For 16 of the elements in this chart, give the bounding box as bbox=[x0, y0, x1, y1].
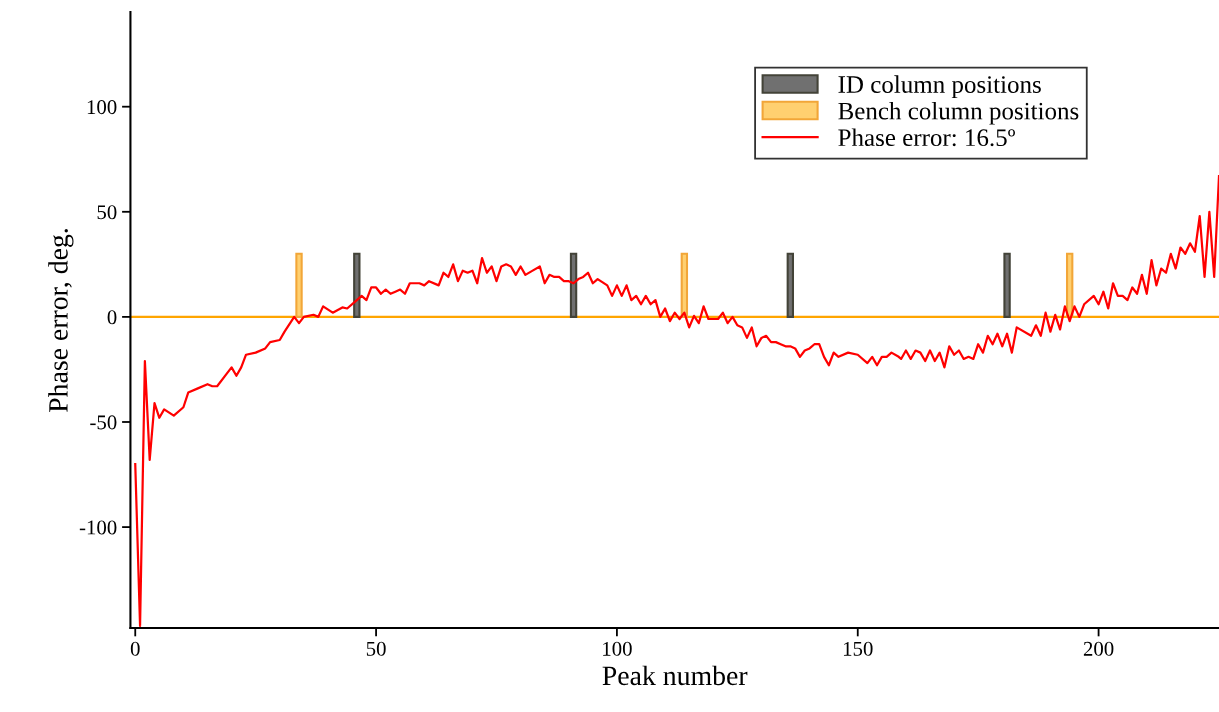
y-tick-label: 100 bbox=[87, 100, 117, 115]
line-series bbox=[134, 174, 1219, 627]
y-tick-label: 50 bbox=[97, 205, 117, 220]
y-tick-label: -100 bbox=[79, 520, 117, 535]
legend-label: Phase error: 16.5º bbox=[838, 128, 1015, 147]
x-tick-label: 100 bbox=[603, 641, 632, 656]
y-tick-label: -50 bbox=[90, 415, 117, 430]
x-tick-label: 0 bbox=[130, 641, 140, 656]
y-tick-label: 0 bbox=[107, 310, 117, 325]
x-tick-label: 200 bbox=[1083, 641, 1114, 656]
legend-label: ID column positions bbox=[838, 75, 1041, 99]
x-axis-title: Peak number bbox=[602, 665, 748, 686]
x-tick-label: 150 bbox=[843, 641, 873, 656]
y-axis-title: Phase error, deg. bbox=[48, 229, 74, 413]
x-tick-label: 50 bbox=[366, 641, 386, 656]
legend-label: Bench column positions bbox=[838, 101, 1079, 125]
